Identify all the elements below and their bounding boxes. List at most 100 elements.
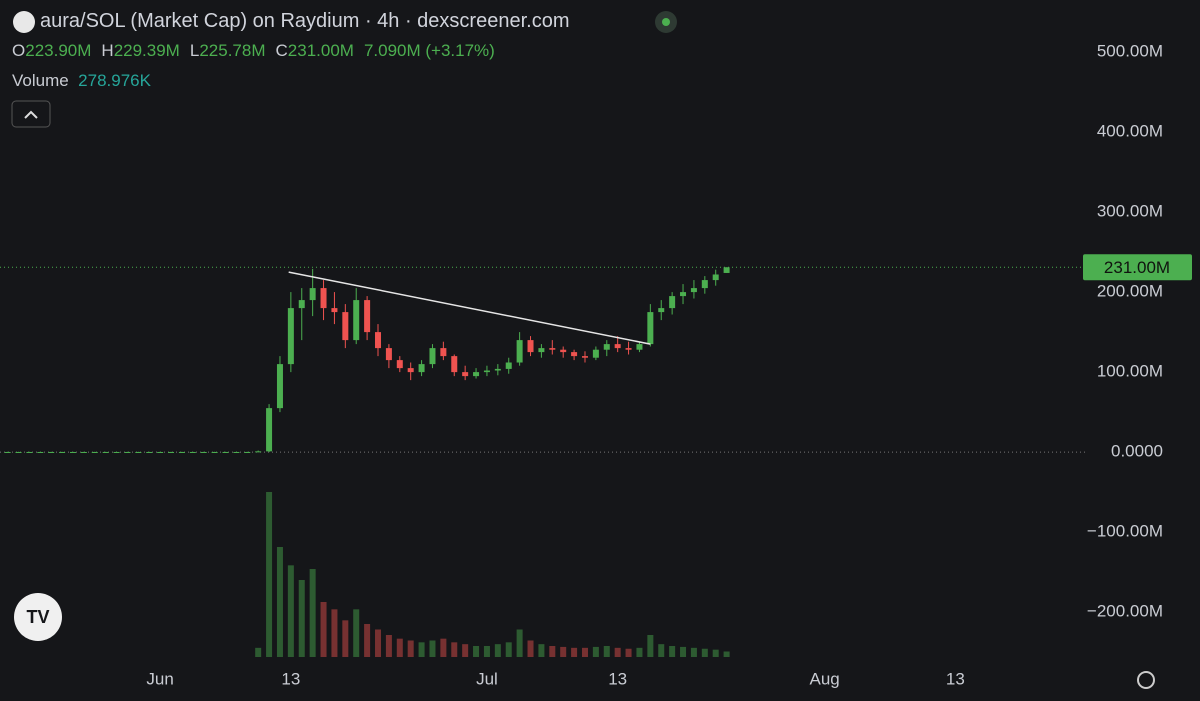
candle-body	[168, 451, 175, 453]
candle-body	[244, 451, 251, 453]
candle-body	[581, 356, 588, 358]
volume-bar	[385, 635, 392, 657]
candle-body	[266, 408, 273, 452]
volume-bar	[407, 640, 414, 657]
candle-body	[135, 451, 142, 453]
volume-bar	[690, 647, 697, 657]
volume-bar	[647, 635, 654, 657]
volume-value: 278.976K	[78, 71, 151, 90]
settings-button[interactable]	[1137, 671, 1155, 689]
volume-bar	[614, 647, 621, 657]
candle-body	[157, 451, 164, 453]
volume-bar	[462, 644, 469, 657]
candle-body	[440, 348, 447, 357]
legend-value: 231.00M	[287, 41, 354, 60]
candle-body	[407, 368, 414, 373]
change-value: 7.090M (+3.17%)	[363, 41, 495, 60]
candle-body	[331, 308, 338, 313]
candle-body	[91, 451, 98, 453]
volume-bar	[375, 629, 382, 657]
legend-label: H	[101, 41, 114, 60]
volume-bar	[538, 644, 545, 657]
candle-body	[146, 451, 153, 453]
collapse-button[interactable]	[11, 100, 51, 128]
candle-body	[276, 364, 283, 409]
candle-body	[712, 274, 719, 281]
candle-body	[4, 451, 11, 453]
candle-body	[255, 451, 262, 453]
volume-bar	[287, 565, 294, 657]
volume-bar	[353, 609, 360, 657]
volume-bar	[309, 569, 316, 657]
legend-label: L	[189, 41, 200, 60]
candle-body	[429, 348, 436, 365]
candle-body	[516, 340, 523, 363]
candle-body	[527, 340, 534, 353]
x-tick-label: Aug	[810, 669, 840, 688]
volume-bar	[418, 642, 425, 657]
ohlc-legend: O223.90M H229.39M L225.78M C231.00M 7.090M (…	[12, 41, 505, 61]
trendline	[288, 271, 651, 345]
candle-body	[592, 349, 599, 358]
candle-body	[451, 356, 458, 373]
volume-bar	[255, 647, 262, 657]
status-dot	[662, 18, 670, 26]
candle-body	[658, 308, 665, 313]
candle-body	[494, 368, 501, 371]
volume-bar	[440, 638, 447, 657]
candle-body	[505, 362, 512, 369]
candle-body	[473, 372, 480, 377]
volume-bar	[527, 640, 534, 657]
candle-body	[298, 300, 305, 309]
collapse-icon	[24, 110, 38, 119]
candle-body	[15, 451, 22, 453]
candle-body	[364, 300, 371, 333]
volume-bar	[549, 646, 556, 657]
y-tick-label: −100.00M	[1087, 522, 1163, 541]
volume-bar	[364, 624, 371, 657]
candle-body	[375, 332, 382, 349]
y-tick-label: −200.00M	[1087, 602, 1163, 621]
x-tick-label: 13	[281, 669, 300, 688]
volume-bar	[451, 642, 458, 657]
candle-body	[614, 344, 621, 349]
chart-title: aura/SOL (Market Cap) on Raydium · 4h · …	[40, 10, 570, 32]
candle-body	[200, 451, 207, 453]
y-tick-label: 300.00M	[1097, 202, 1163, 221]
volume-bar	[331, 609, 338, 657]
candle-body	[396, 360, 403, 369]
volume-bar	[581, 647, 588, 657]
volume-bar	[680, 646, 687, 657]
last-price-box	[1083, 254, 1192, 281]
candle-body	[113, 451, 120, 453]
candle-body	[483, 370, 490, 373]
candle-body	[48, 451, 55, 453]
candle-body	[625, 348, 632, 350]
tv-logo[interactable]	[14, 593, 62, 641]
volume-bar	[636, 647, 643, 657]
legend-label: O	[12, 41, 26, 60]
candle-body	[385, 348, 392, 361]
y-tick-label: 500.00M	[1097, 42, 1163, 61]
y-tick-label: 200.00M	[1097, 282, 1163, 301]
candle-body	[69, 451, 76, 453]
candle-body	[124, 451, 131, 453]
candle-body	[571, 352, 578, 357]
volume-bar	[266, 492, 273, 657]
volume-bar	[592, 646, 599, 657]
candle-body	[603, 344, 610, 350]
candle-body	[233, 451, 240, 453]
volume-bar	[494, 644, 501, 657]
volume-bar	[571, 647, 578, 657]
volume-bar	[483, 646, 490, 657]
volume-bar	[712, 649, 719, 657]
volume-bar	[723, 651, 730, 657]
candle-body	[560, 349, 567, 353]
token-logo	[13, 11, 35, 33]
candle-body	[549, 348, 556, 350]
legend-value: 229.39M	[113, 41, 180, 60]
volume-bar	[669, 646, 676, 657]
